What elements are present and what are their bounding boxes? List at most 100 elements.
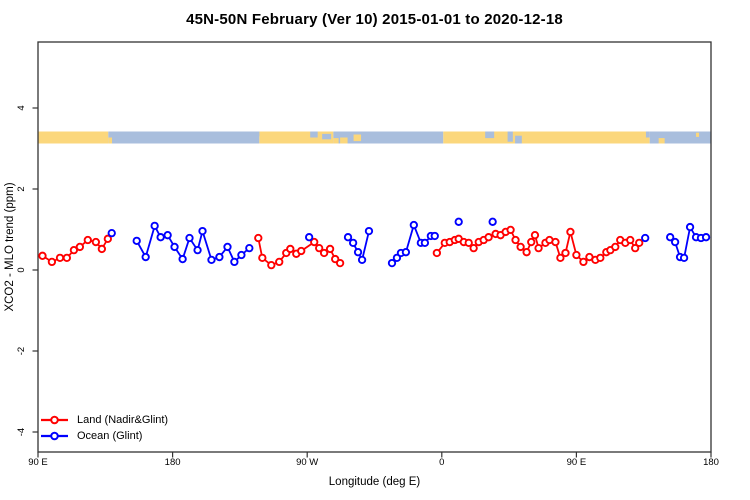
ocean-series-key-icon bbox=[41, 431, 68, 441]
series-land-marker bbox=[566, 227, 575, 237]
x-tick-label: 90 E bbox=[28, 457, 48, 468]
series-ocean-marker bbox=[141, 252, 150, 262]
series-land-marker bbox=[432, 248, 442, 258]
legend-label-ocean: Ocean (Glint) bbox=[77, 430, 143, 442]
series-ocean-marker bbox=[348, 238, 358, 248]
map-band-patch-land bbox=[333, 138, 339, 144]
series-land-marker bbox=[286, 244, 295, 254]
series-land-marker bbox=[556, 253, 565, 263]
series-ocean-marker bbox=[409, 220, 418, 230]
series-ocean-marker bbox=[156, 233, 165, 242]
series-land-marker bbox=[516, 242, 525, 252]
y-tick-label: 4 bbox=[16, 105, 27, 111]
series-ocean-marker bbox=[387, 258, 397, 268]
chart-title: 45N-50N February (Ver 10) 2015-01-01 to … bbox=[186, 11, 563, 28]
map-band-segment-ocean bbox=[108, 131, 260, 144]
series-land-marker bbox=[561, 248, 570, 258]
series-ocean-marker bbox=[430, 231, 439, 241]
series-land-marker bbox=[267, 260, 276, 270]
series-ocean-marker bbox=[245, 243, 254, 253]
x-tick-label: 90 E bbox=[566, 457, 587, 468]
series-ocean-marker bbox=[666, 233, 675, 242]
series-land-marker bbox=[254, 233, 263, 243]
x-tick-label: 90 W bbox=[296, 457, 319, 468]
series-ocean-marker bbox=[237, 250, 246, 260]
series-land-marker bbox=[55, 253, 65, 263]
series-land-marker bbox=[75, 242, 85, 252]
series-land-marker bbox=[297, 246, 306, 256]
map-band-patch-land bbox=[340, 137, 348, 144]
series-land-marker bbox=[69, 246, 79, 255]
legend-item-ocean: Ocean (Glint) bbox=[40, 428, 168, 444]
series-land-marker bbox=[530, 231, 540, 240]
legend-key-circle bbox=[50, 431, 59, 441]
series-land-marker bbox=[258, 253, 267, 263]
legend-item-land: Land (Nadir&Glint) bbox=[40, 412, 168, 428]
series-land-marker bbox=[631, 243, 640, 253]
series-land-marker bbox=[469, 243, 478, 253]
map-band-patch-land bbox=[353, 134, 362, 142]
series-ocean-marker bbox=[215, 252, 224, 262]
series-land-marker bbox=[83, 235, 92, 245]
series-ocean-marker bbox=[207, 255, 216, 265]
x-axis-label: Longitude (deg E) bbox=[328, 476, 421, 488]
series-ocean-marker bbox=[353, 248, 363, 257]
series-land-marker bbox=[91, 237, 101, 247]
series-ocean-marker bbox=[163, 231, 172, 240]
legend-label-land: Land (Nadir&Glint) bbox=[77, 414, 169, 426]
series-land-marker bbox=[551, 237, 560, 247]
series-ocean-marker bbox=[701, 233, 711, 242]
series-ocean-marker bbox=[304, 233, 314, 242]
series-land-marker bbox=[534, 243, 543, 253]
series-ocean-marker bbox=[150, 221, 159, 231]
series-land-marker bbox=[572, 250, 581, 260]
series-ocean-marker bbox=[488, 217, 497, 226]
legend-key-circle bbox=[50, 415, 59, 425]
map-band-segment-ocean bbox=[333, 131, 444, 144]
land-series-key-icon bbox=[41, 415, 68, 425]
series-land-marker bbox=[527, 237, 536, 247]
series-land-marker bbox=[315, 243, 324, 253]
series-land-marker bbox=[464, 238, 473, 248]
y-axis-label: XCO2 - MLO trend (ppm) bbox=[4, 182, 16, 312]
series-land-marker bbox=[596, 253, 605, 263]
series-land-marker bbox=[579, 257, 588, 267]
series-land-marker bbox=[335, 258, 345, 268]
series-ocean-marker bbox=[198, 226, 207, 236]
y-tick-label: -4 bbox=[16, 427, 27, 437]
map-band-patch-ocean bbox=[507, 131, 513, 142]
series-ocean-line bbox=[135, 223, 250, 264]
series-land-marker bbox=[97, 244, 107, 254]
series-land-marker bbox=[506, 225, 515, 235]
series-land-marker bbox=[635, 238, 644, 248]
map-band-segment-land bbox=[443, 131, 650, 144]
series-ocean-marker bbox=[107, 228, 116, 238]
series-ocean-marker bbox=[357, 255, 367, 265]
series-land-marker bbox=[611, 242, 620, 252]
series-land-marker bbox=[310, 237, 319, 247]
map-band-patch-land bbox=[696, 132, 700, 137]
series-land-marker bbox=[626, 235, 635, 245]
map-band-segment-land bbox=[38, 131, 109, 144]
plot-box bbox=[37, 41, 712, 453]
series-ocean-marker bbox=[364, 226, 374, 236]
series-land-marker bbox=[38, 251, 47, 260]
map-band-patch-land bbox=[658, 138, 665, 144]
map-band-patch-ocean bbox=[515, 135, 522, 144]
series-ocean-marker bbox=[420, 238, 430, 248]
map-band-patch-ocean bbox=[256, 131, 260, 137]
map-band-patch-ocean bbox=[645, 131, 650, 138]
series-ocean-marker bbox=[641, 233, 650, 243]
series-land-marker bbox=[275, 257, 284, 267]
series-land-marker bbox=[511, 235, 520, 245]
series-ocean-marker bbox=[193, 246, 202, 255]
series-ocean-marker bbox=[454, 217, 463, 226]
series-ocean-marker bbox=[223, 242, 232, 252]
series-land-marker bbox=[47, 257, 57, 267]
series-ocean-marker bbox=[185, 233, 194, 243]
x-tick-label: 0 bbox=[439, 457, 445, 468]
map-band-patch-land bbox=[108, 137, 113, 144]
series-land-marker bbox=[522, 248, 531, 257]
